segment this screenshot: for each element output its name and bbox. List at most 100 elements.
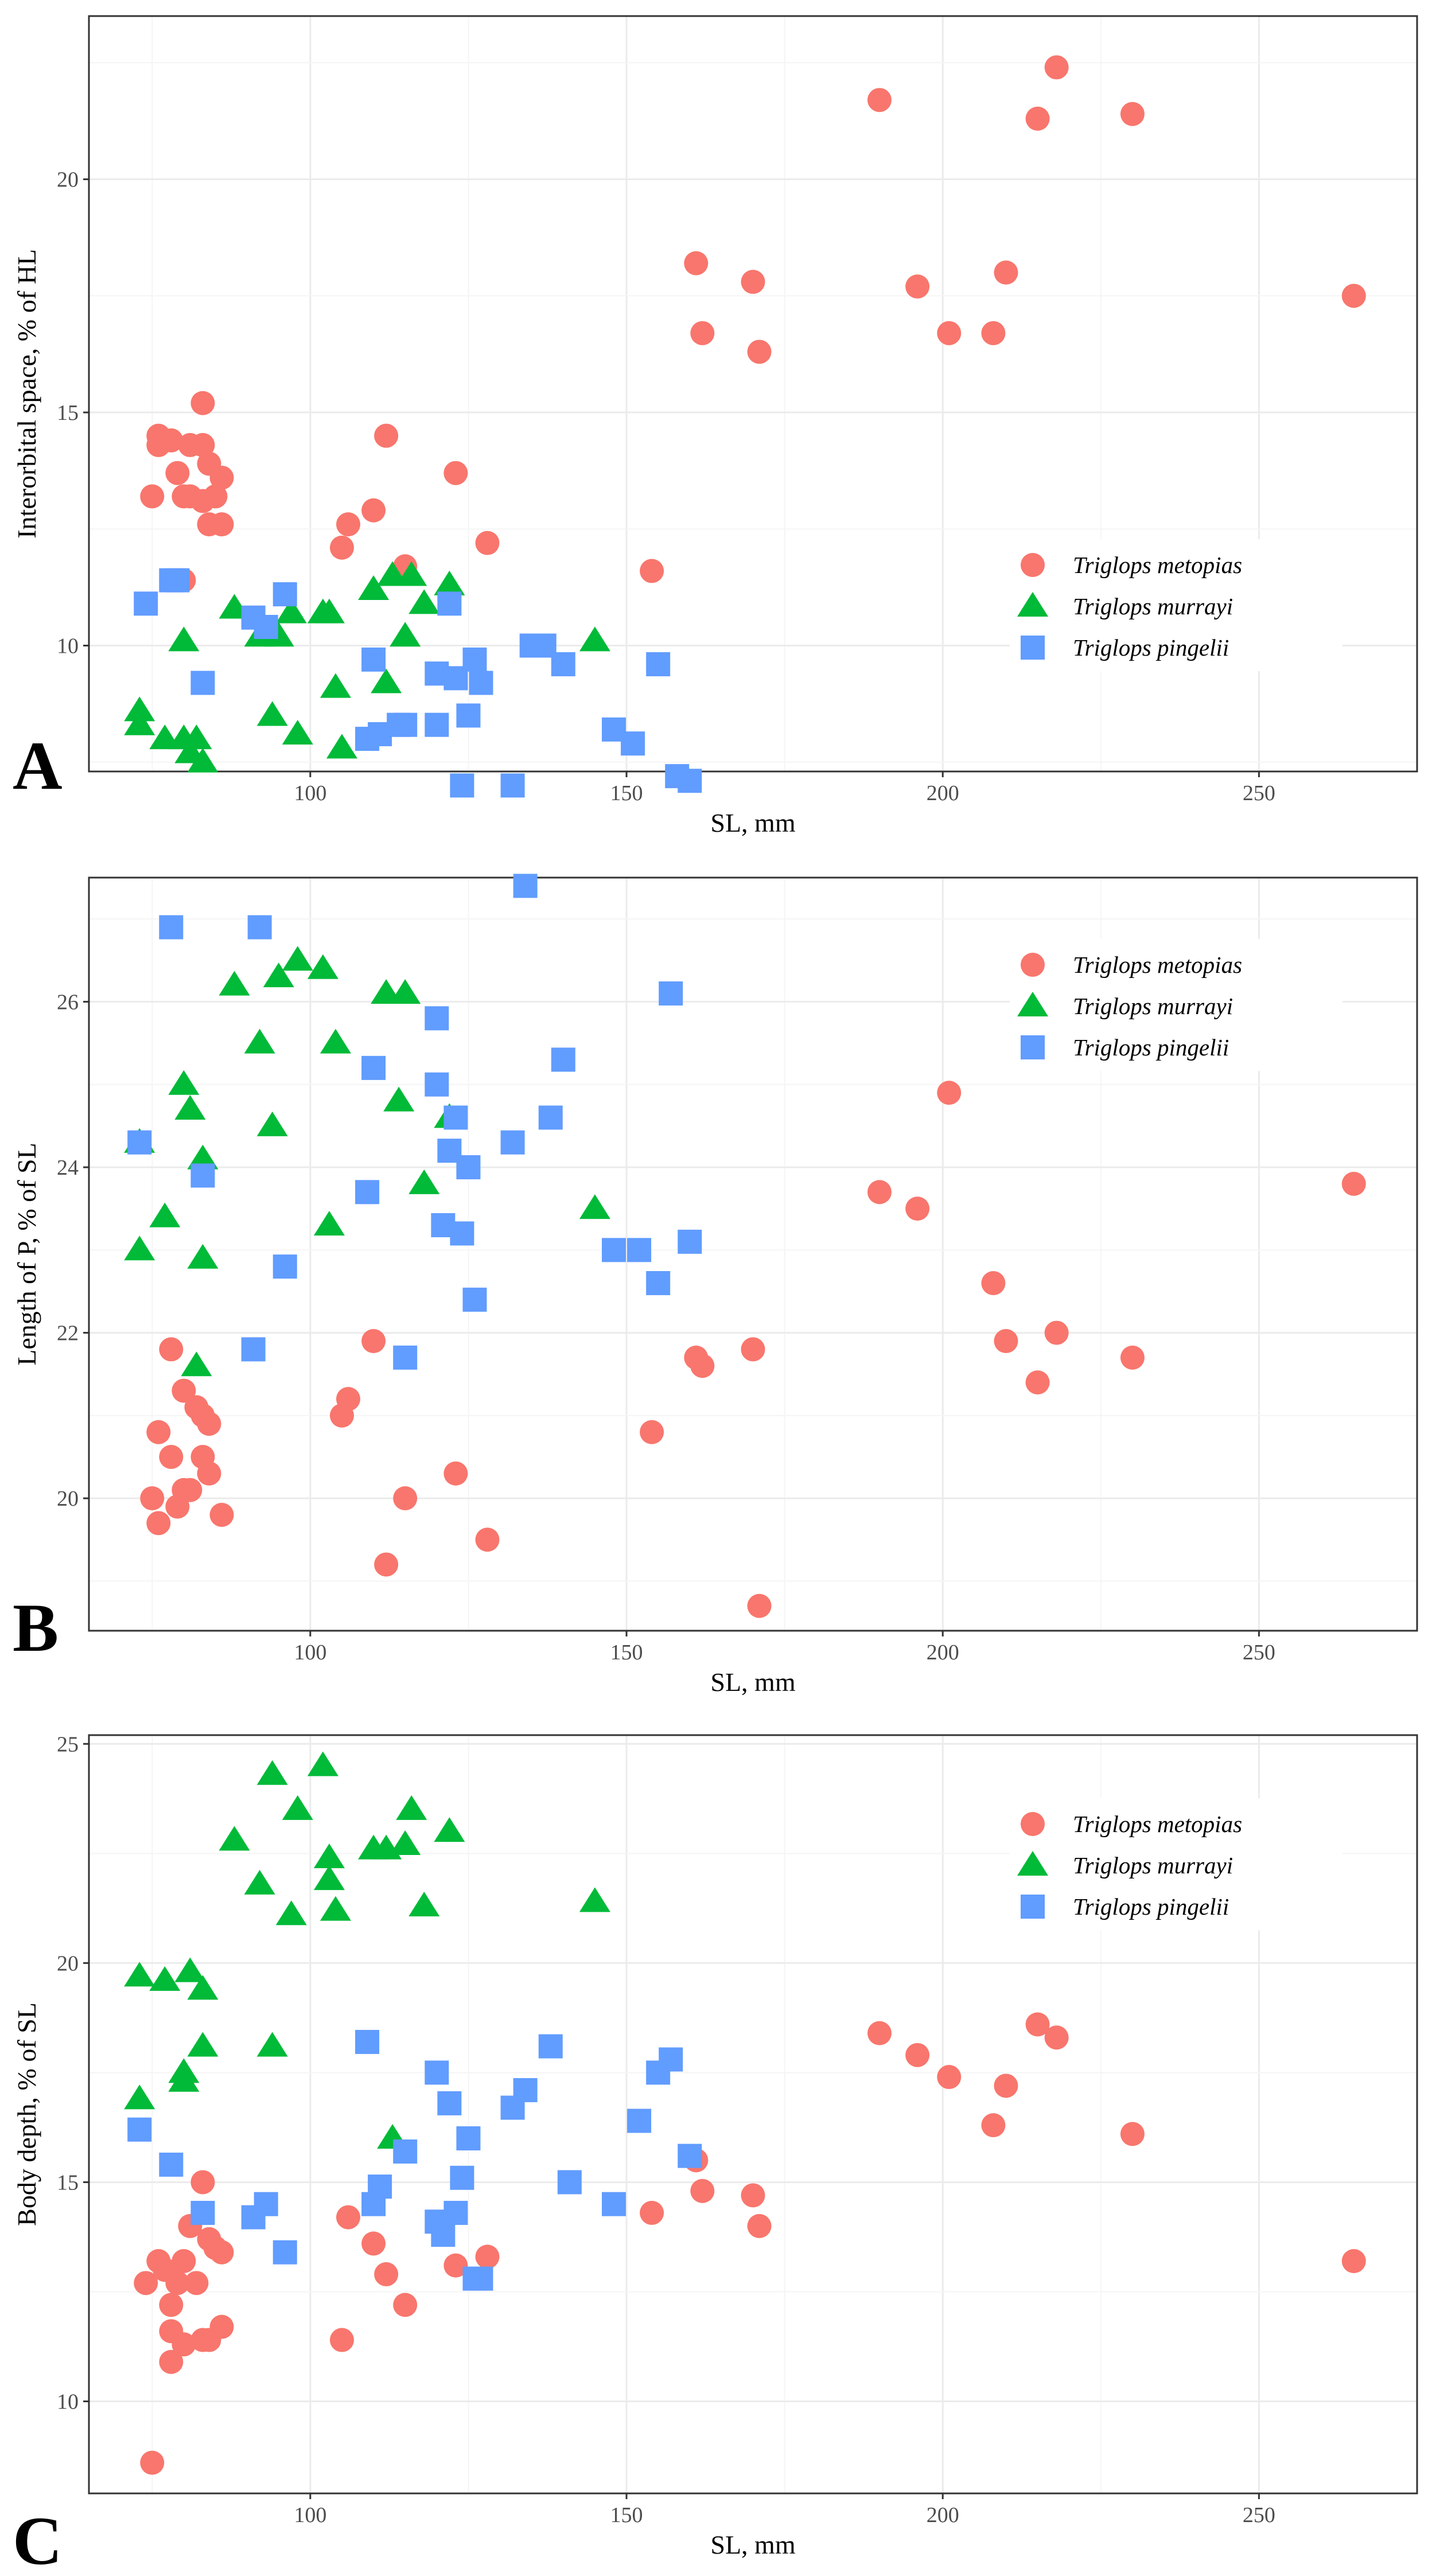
panel-b-point: [408, 1169, 440, 1194]
panel-b-point: [390, 979, 421, 1004]
panel-b-point: [659, 981, 683, 1006]
panel-c-point: [209, 2240, 234, 2265]
panel-c-point: [475, 2244, 500, 2269]
panel-c-point: [172, 2332, 196, 2357]
panel-b-point: [336, 1387, 360, 1411]
panel-c-y-tick-label: 10: [57, 2390, 79, 2414]
panel-a-x-tick-label: 200: [927, 781, 959, 805]
panel-b-point: [146, 1511, 171, 1536]
panel-a-point: [275, 598, 307, 623]
panel-b-point: [149, 1202, 181, 1227]
panel-c-point: [172, 2248, 196, 2273]
panel-a-point: [124, 696, 155, 722]
panel-c-x-tick-label: 150: [610, 2503, 643, 2527]
panel-b-point: [146, 1420, 171, 1444]
panel-a-point: [434, 570, 465, 595]
panel-b-legend: Triglops metopias Triglops murrayi Triglop…: [1010, 939, 1342, 1071]
panel-c-point: [190, 2200, 215, 2225]
panel-c-chart: 100 150 200 250 10 15 20 25 SL, mm Body depth, % …: [12, 1732, 1418, 2576]
panel-a-point: [905, 274, 930, 299]
panel-b-point: [443, 1461, 468, 1486]
panel-a-point: [273, 582, 297, 607]
panel-c-point: [456, 2126, 481, 2151]
panel-b-point: [601, 1238, 626, 1262]
panel-c-point: [396, 1795, 427, 1820]
panel-a-point: [159, 428, 184, 453]
panel-c-point: [336, 2205, 360, 2230]
panel-a-series-pingelii: [134, 568, 702, 798]
panel-b-point: [393, 1345, 418, 1370]
panel-b-point: [159, 1337, 184, 1362]
panel-a-x-axis-title: SL, mm: [710, 808, 795, 837]
panel-c-legend-key: [1021, 1812, 1045, 1836]
panel-c-point: [149, 1966, 181, 1991]
panel-a-point: [1025, 106, 1050, 131]
panel-c-point: [1120, 2122, 1145, 2146]
panel-a-legend-label: Triglops metopias: [1073, 552, 1242, 578]
panel-c-y-axis-title: Body depth, % of SL: [12, 2002, 41, 2226]
panel-b-point: [361, 1329, 386, 1353]
panel-a-point: [678, 769, 702, 793]
panel-b-point: [273, 1254, 297, 1279]
panel-c-point: [1025, 2012, 1050, 2037]
panel-c-point: [254, 2192, 278, 2216]
panel-a-point: [203, 484, 228, 509]
panel-a-point: [320, 673, 351, 698]
panel-c-point: [437, 2091, 462, 2115]
panel-b-y-tick-label: 22: [57, 1322, 79, 1346]
panel-b-point: [627, 1238, 652, 1262]
panel-a-point: [1044, 55, 1069, 80]
panel-b-point: [513, 874, 538, 898]
panel-a-point: [690, 321, 715, 345]
panel-a-x-tick-label: 150: [610, 781, 643, 805]
panel-c-point: [374, 2262, 399, 2286]
panel-b-point: [263, 962, 294, 988]
panel-a-x-tick-label: 250: [1243, 781, 1275, 805]
panel-b-point: [646, 1271, 671, 1295]
panel-b-point: [219, 971, 250, 996]
panel-c-point: [1341, 2248, 1366, 2273]
panel-c-x-tick-label: 200: [927, 2503, 959, 2527]
panel-b-x-tick-label: 250: [1243, 1640, 1275, 1665]
panel-b-point: [178, 1478, 203, 1502]
panel-b-point: [307, 954, 338, 979]
panel-c-legend-label: Triglops pingelii: [1073, 1893, 1229, 1920]
panel-c-point: [601, 2192, 626, 2216]
panel-b-point: [678, 1229, 702, 1254]
panel-b-point: [538, 1105, 563, 1130]
panel-b-y-tick-label: 26: [57, 990, 79, 1014]
panel-c-legend-label: Triglops murrayi: [1073, 1852, 1233, 1879]
panel-b-point: [640, 1420, 664, 1444]
panel-c-point: [393, 2293, 418, 2317]
panel-a-point: [741, 270, 765, 294]
panel-b-point: [741, 1337, 765, 1362]
panel-a-chart: 100 150 200 250 10 15 20 SL, mm Interorbital spa…: [12, 15, 1418, 837]
panel-c-point: [165, 2271, 190, 2296]
panel-a-point: [456, 703, 481, 728]
panel-a-y-tick-label: 20: [57, 168, 79, 192]
panel-c-point: [393, 2139, 418, 2164]
panel-a-point: [1120, 102, 1145, 126]
panel-b-point: [187, 1144, 219, 1170]
panel-b-point: [256, 1111, 288, 1136]
panel-c-point: [431, 2223, 456, 2247]
panel-c-panel-border: [88, 1734, 1418, 2495]
panel-b-point: [361, 1055, 386, 1080]
panel-c-point: [124, 2084, 155, 2110]
panel-a-point: [209, 465, 234, 490]
panel-a-point: [134, 591, 158, 616]
panel-c-y-tick-label: 25: [57, 1732, 79, 1756]
panel-b-point: [994, 1329, 1018, 1353]
panel-a-point: [256, 701, 288, 726]
panel-b-point: [425, 1072, 449, 1097]
panel-a-point: [140, 484, 165, 509]
panel-a-point: [937, 321, 962, 345]
panel-c-legend-key: [1017, 1851, 1048, 1876]
panel-b-point: [981, 1271, 1006, 1295]
panel-a-series-murrayi: [124, 561, 610, 773]
panel-a-point: [469, 671, 493, 695]
panel-b-point: [181, 1351, 212, 1377]
panel-c-point: [678, 2144, 702, 2168]
panel-a-point: [462, 647, 487, 672]
